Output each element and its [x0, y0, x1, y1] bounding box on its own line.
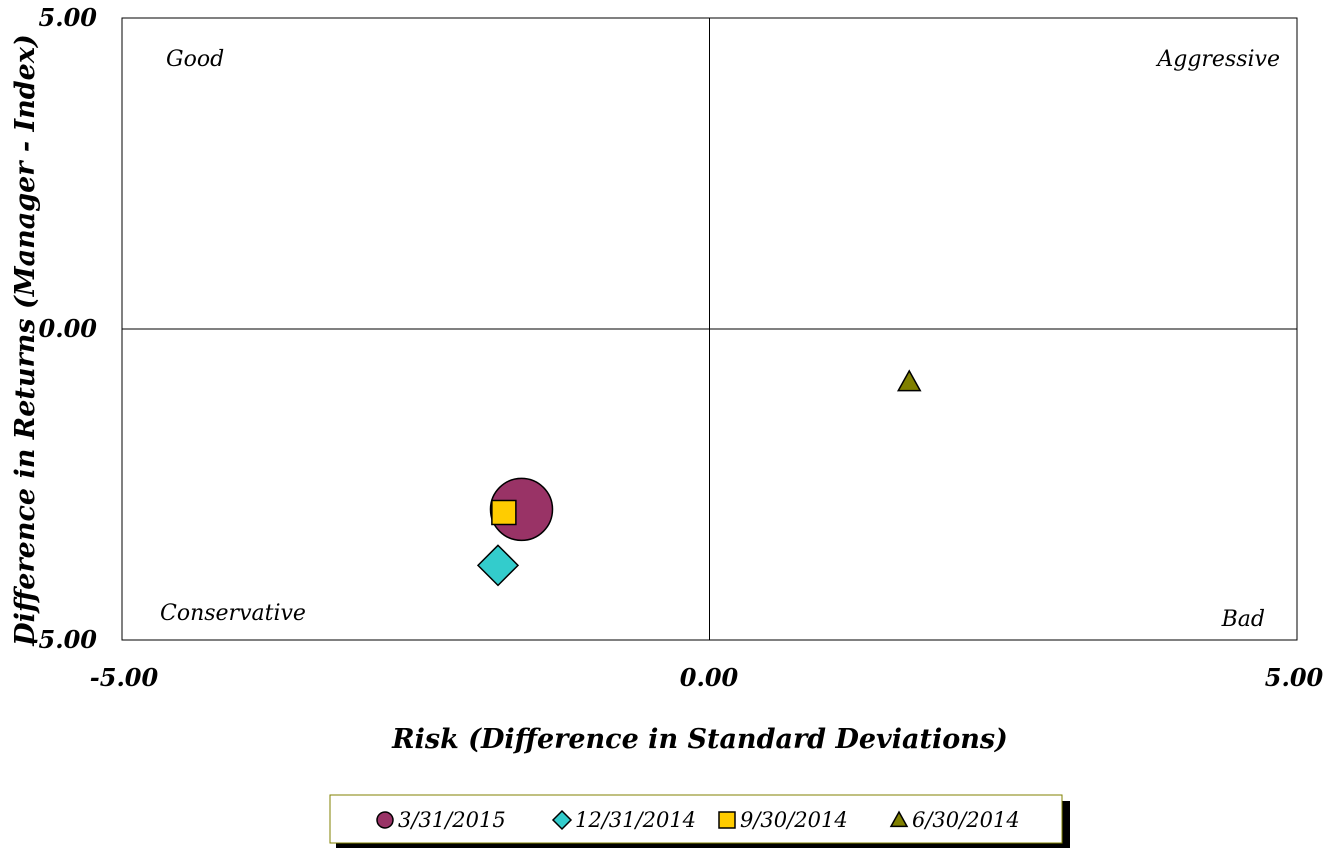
quadrant-label-aggressive: Aggressive: [1155, 47, 1280, 72]
quadrant-label-good: Good: [166, 47, 224, 72]
legend-box: [329, 794, 1063, 844]
y-tick-label: 5.00: [39, 3, 98, 32]
x-tick-label: -5.00: [90, 663, 159, 692]
x-axis-title: Risk (Difference in Standard Deviations): [391, 724, 1008, 755]
legend-label: 9/30/2014: [740, 808, 848, 832]
quadrant-label-bad: Bad: [1221, 607, 1265, 632]
y-tick-label: -5.00: [29, 625, 98, 654]
y-axis-title: Difference in Returns (Manager - Index): [10, 34, 41, 646]
legend-marker-triangle: [889, 810, 909, 828]
y-tick-label: 0.00: [39, 314, 98, 343]
data-point-diamond: [476, 544, 520, 587]
data-point-square: [491, 499, 517, 526]
legend-label: 12/31/2014: [575, 808, 696, 832]
legend-marker-diamond: [551, 809, 573, 831]
legend-marker-circle: [376, 811, 394, 829]
legend-marker-square: [718, 811, 736, 829]
quadrant-label-conservative: Conservative: [160, 601, 306, 626]
x-tick-label: 0.00: [680, 663, 739, 692]
legend: 3/31/2015 12/31/2014 9/30/2014 6/30/2014: [376, 808, 1020, 832]
x-tick-label: 5.00: [1265, 663, 1324, 692]
legend-label: 3/31/2015: [398, 808, 506, 832]
data-point-triangle: [896, 369, 922, 392]
legend-label: 6/30/2014: [912, 808, 1020, 832]
data-markers: [476, 369, 922, 587]
